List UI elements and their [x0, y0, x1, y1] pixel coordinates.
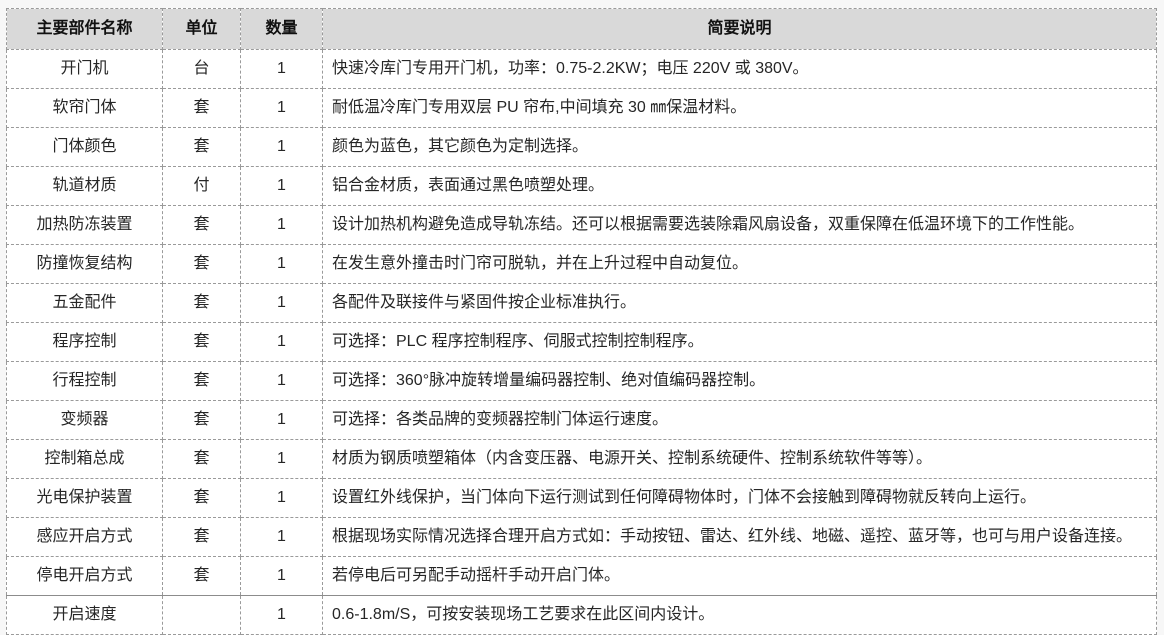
quantity-cell: 1 — [240, 88, 323, 128]
quantity-cell: 1 — [240, 439, 323, 479]
description-cell: 在发生意外撞击时门帘可脱轨，并在上升过程中自动复位。 — [322, 244, 1157, 284]
quantity-cell: 1 — [240, 478, 323, 518]
table-row: 控制箱总成 套 1 材质为钢质喷塑箱体（内含变压器、电源开关、控制系统硬件、控制… — [6, 439, 1157, 479]
unit-cell: 套 — [162, 517, 241, 557]
table-row: 感应开启方式 套 1 根据现场实际情况选择合理开启方式如：手动按钮、雷达、红外线… — [6, 517, 1157, 557]
table-row: 加热防冻装置 套 1 设计加热机构避免造成导轨冻结。还可以根据需要选装除霜风扇设… — [6, 205, 1157, 245]
quantity-cell: 1 — [240, 400, 323, 440]
description-cell: 可选择：PLC 程序控制程序、伺服式控制控制程序。 — [322, 322, 1157, 362]
table-row: 开启速度 1 0.6-1.8m/S，可按安装现场工艺要求在此区间内设计。 — [6, 595, 1157, 635]
unit-cell: 套 — [162, 556, 241, 596]
unit-cell: 套 — [162, 439, 241, 479]
unit-cell: 套 — [162, 244, 241, 284]
table-body: 开门机 台 1 快速冷库门专用开门机，功率：0.75-2.2KW；电压 220V… — [6, 49, 1157, 635]
description-cell: 设计加热机构避免造成导轨冻结。还可以根据需要选装除霜风扇设备，双重保障在低温环境… — [322, 205, 1157, 245]
unit-cell: 套 — [162, 205, 241, 245]
quantity-cell: 1 — [240, 166, 323, 206]
quantity-cell: 1 — [240, 361, 323, 401]
component-name-cell: 停电开启方式 — [6, 556, 163, 596]
quantity-cell: 1 — [240, 595, 323, 635]
unit-cell: 套 — [162, 322, 241, 362]
component-name-cell: 开门机 — [6, 49, 163, 89]
description-cell: 可选择：各类品牌的变频器控制门体运行速度。 — [322, 400, 1157, 440]
component-name-cell: 行程控制 — [6, 361, 163, 401]
component-name-cell: 变频器 — [6, 400, 163, 440]
quantity-cell: 1 — [240, 322, 323, 362]
description-cell: 根据现场实际情况选择合理开启方式如：手动按钮、雷达、红外线、地磁、遥控、蓝牙等，… — [322, 517, 1157, 557]
unit-cell: 付 — [162, 166, 241, 206]
unit-cell: 套 — [162, 127, 241, 167]
unit-cell: 套 — [162, 400, 241, 440]
header-quantity: 数量 — [240, 8, 323, 50]
table-row: 光电保护装置 套 1 设置红外线保护，当门体向下运行测试到任何障碍物体时，门体不… — [6, 478, 1157, 518]
header-unit: 单位 — [162, 8, 241, 50]
component-name-cell: 感应开启方式 — [6, 517, 163, 557]
header-component-name: 主要部件名称 — [6, 8, 163, 50]
unit-cell: 台 — [162, 49, 241, 89]
table-row: 轨道材质 付 1 铝合金材质，表面通过黑色喷塑处理。 — [6, 166, 1157, 206]
description-cell: 快速冷库门专用开门机，功率：0.75-2.2KW；电压 220V 或 380V。 — [322, 49, 1157, 89]
header-row: 主要部件名称 单位 数量 简要说明 — [6, 8, 1157, 50]
quantity-cell: 1 — [240, 283, 323, 323]
spec-table-container: 主要部件名称 单位 数量 简要说明 开门机 台 1 快速冷库门专用开门机，功率：… — [6, 8, 1157, 635]
component-name-cell: 控制箱总成 — [6, 439, 163, 479]
quantity-cell: 1 — [240, 517, 323, 557]
description-cell: 若停电后可另配手动摇杆手动开启门体。 — [322, 556, 1157, 596]
table-row: 程序控制 套 1 可选择：PLC 程序控制程序、伺服式控制控制程序。 — [6, 322, 1157, 362]
quantity-cell: 1 — [240, 49, 323, 89]
quantity-cell: 1 — [240, 127, 323, 167]
description-cell: 可选择：360°脉冲旋转增量编码器控制、绝对值编码器控制。 — [322, 361, 1157, 401]
unit-cell: 套 — [162, 88, 241, 128]
table-row: 停电开启方式 套 1 若停电后可另配手动摇杆手动开启门体。 — [6, 556, 1157, 596]
header-description: 简要说明 — [322, 8, 1157, 50]
description-cell: 颜色为蓝色，其它颜色为定制选择。 — [322, 127, 1157, 167]
quantity-cell: 1 — [240, 205, 323, 245]
quantity-cell: 1 — [240, 556, 323, 596]
table-row: 五金配件 套 1 各配件及联接件与紧固件按企业标准执行。 — [6, 283, 1157, 323]
spec-table: 主要部件名称 单位 数量 简要说明 开门机 台 1 快速冷库门专用开门机，功率：… — [6, 8, 1157, 635]
unit-cell: 套 — [162, 361, 241, 401]
component-name-cell: 程序控制 — [6, 322, 163, 362]
component-name-cell: 五金配件 — [6, 283, 163, 323]
unit-cell: 套 — [162, 283, 241, 323]
description-cell: 0.6-1.8m/S，可按安装现场工艺要求在此区间内设计。 — [322, 595, 1157, 635]
table-row: 行程控制 套 1 可选择：360°脉冲旋转增量编码器控制、绝对值编码器控制。 — [6, 361, 1157, 401]
quantity-cell: 1 — [240, 244, 323, 284]
component-name-cell: 门体颜色 — [6, 127, 163, 167]
description-cell: 耐低温冷库门专用双层 PU 帘布,中间填充 30 ㎜保温材料。 — [322, 88, 1157, 128]
table-row: 变频器 套 1 可选择：各类品牌的变频器控制门体运行速度。 — [6, 400, 1157, 440]
table-row: 门体颜色 套 1 颜色为蓝色，其它颜色为定制选择。 — [6, 127, 1157, 167]
description-cell: 各配件及联接件与紧固件按企业标准执行。 — [322, 283, 1157, 323]
component-name-cell: 加热防冻装置 — [6, 205, 163, 245]
description-cell: 设置红外线保护，当门体向下运行测试到任何障碍物体时，门体不会接触到障碍物就反转向… — [322, 478, 1157, 518]
component-name-cell: 光电保护装置 — [6, 478, 163, 518]
description-cell: 材质为钢质喷塑箱体（内含变压器、电源开关、控制系统硬件、控制系统软件等等）。 — [322, 439, 1157, 479]
component-name-cell: 开启速度 — [6, 595, 163, 635]
table-row: 开门机 台 1 快速冷库门专用开门机，功率：0.75-2.2KW；电压 220V… — [6, 49, 1157, 89]
component-name-cell: 防撞恢复结构 — [6, 244, 163, 284]
unit-cell — [162, 595, 241, 635]
description-cell: 铝合金材质，表面通过黑色喷塑处理。 — [322, 166, 1157, 206]
table-row: 防撞恢复结构 套 1 在发生意外撞击时门帘可脱轨，并在上升过程中自动复位。 — [6, 244, 1157, 284]
table-row: 软帘门体 套 1 耐低温冷库门专用双层 PU 帘布,中间填充 30 ㎜保温材料。 — [6, 88, 1157, 128]
component-name-cell: 软帘门体 — [6, 88, 163, 128]
unit-cell: 套 — [162, 478, 241, 518]
component-name-cell: 轨道材质 — [6, 166, 163, 206]
